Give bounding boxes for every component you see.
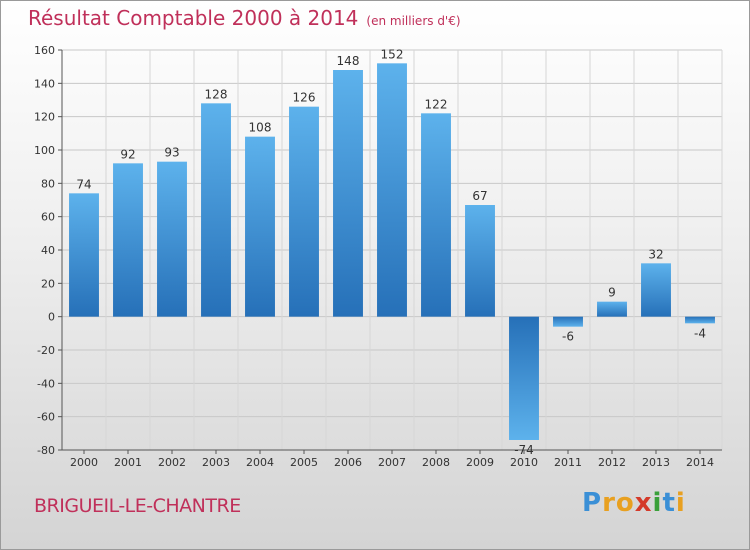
logo-letter: t (662, 488, 676, 518)
logo-letter: r (602, 488, 616, 518)
bar-2000 (69, 193, 99, 317)
y-tick-label: 80 (41, 177, 55, 190)
value-label-2010: -74 (514, 443, 534, 457)
value-label-2007: 152 (381, 47, 404, 61)
bar-2010 (509, 316, 539, 440)
value-label-2013: 32 (648, 247, 663, 261)
bar-2011 (553, 316, 583, 327)
value-label-2005: 126 (293, 91, 316, 105)
value-label-2012: 9 (608, 286, 616, 300)
y-tick-label: -20 (37, 344, 55, 357)
x-tick-label: 2001 (114, 456, 142, 469)
city-name: BRIGUEIL-LE-CHANTRE (34, 495, 241, 517)
logo-letter: i (652, 488, 663, 518)
x-tick-label: 2009 (466, 456, 494, 469)
value-labels: 74 92 93 128 108 126 148 152 122 67 -74 -6 9 32 -4 (76, 47, 706, 457)
y-tick-label: 120 (34, 111, 55, 124)
x-tick-label: 2010 (510, 456, 538, 469)
logo-letter: P (582, 488, 603, 518)
x-tick-label: 2003 (202, 456, 230, 469)
y-tick-label: 40 (41, 244, 55, 257)
x-tick-label: 2012 (598, 456, 626, 469)
y-tick-label: 20 (41, 277, 55, 290)
value-label-2009: 67 (472, 189, 487, 203)
logo-letter: o (615, 488, 635, 518)
value-label-2003: 128 (205, 87, 228, 101)
value-label-2002: 93 (164, 146, 179, 160)
bar-2012 (597, 301, 627, 317)
proxiti-logo: Proxiti (582, 488, 686, 518)
bar-2004 (245, 136, 275, 317)
bar-2007 (377, 63, 407, 317)
y-tick-label: 140 (34, 77, 55, 90)
bar-2002 (157, 161, 187, 317)
y-tick-label: 0 (48, 311, 55, 324)
x-tick-label: 2006 (334, 456, 362, 469)
value-label-2006: 148 (337, 54, 360, 68)
y-tick-label: 60 (41, 211, 55, 224)
bar-2013 (641, 263, 671, 317)
y-tick-label: 100 (34, 144, 55, 157)
bar-2009 (465, 205, 495, 317)
bars (69, 63, 715, 440)
x-tick-label: 2014 (686, 456, 714, 469)
chart-subtitle: (en milliers d'€) (366, 14, 461, 28)
x-tick-label: 2000 (70, 456, 98, 469)
value-label-2011: -6 (562, 330, 574, 344)
y-tick-label: -40 (37, 377, 55, 390)
y-tick-label: -80 (37, 444, 55, 457)
bar-2005 (289, 106, 319, 317)
bar-2003 (201, 103, 231, 317)
x-tick-label: 2011 (554, 456, 582, 469)
bar-2014 (685, 316, 715, 324)
bar-2006 (333, 70, 363, 317)
logo-letter: i (675, 488, 686, 518)
axes: -80 -60 -40 -20 0 20 40 60 80 100 120 140 160 2000 200… (34, 44, 722, 469)
y-tick-label: 160 (34, 44, 55, 57)
y-tick-label: -60 (37, 411, 55, 424)
bar-2008 (421, 113, 451, 317)
value-label-2004: 108 (249, 121, 272, 135)
bar-2001 (113, 163, 143, 317)
x-tick-label: 2008 (422, 456, 450, 469)
x-tick-label: 2013 (642, 456, 670, 469)
logo-letter: x (634, 488, 653, 518)
x-tick-label: 2007 (378, 456, 406, 469)
x-tick-label: 2005 (290, 456, 318, 469)
chart-title: Résultat Comptable 2000 à 2014 (en millie… (28, 6, 461, 30)
value-label-2001: 92 (120, 147, 135, 161)
x-tick-label: 2002 (158, 456, 186, 469)
chart-title-text: Résultat Comptable 2000 à 2014 (28, 6, 359, 30)
x-tick-label: 2004 (246, 456, 274, 469)
value-label-2008: 122 (425, 97, 448, 111)
value-label-2014: -4 (694, 326, 706, 340)
value-label-2000: 74 (76, 177, 91, 191)
